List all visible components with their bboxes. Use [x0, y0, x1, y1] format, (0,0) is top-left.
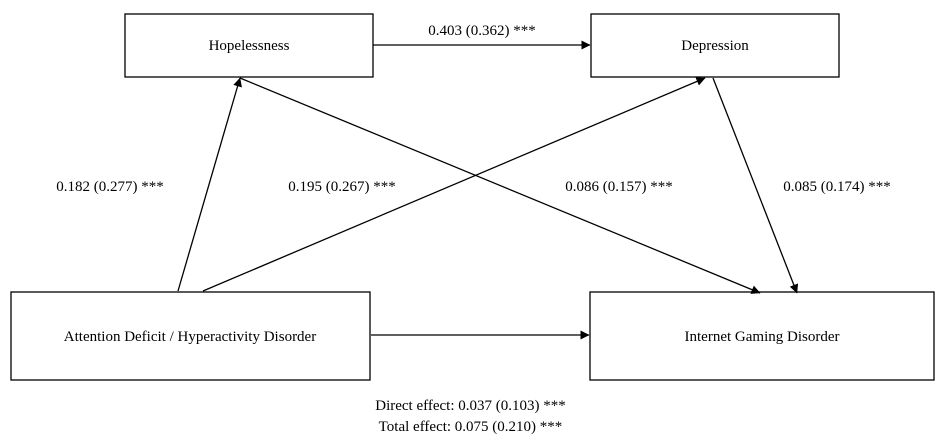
- node-hopelessness: Hopelessness: [124, 13, 374, 78]
- node-igd-label: Internet Gaming Disorder: [685, 329, 840, 345]
- arrow-depression-to-igd: [712, 77, 799, 294]
- arrow-adhd-to-depression: [202, 77, 706, 292]
- label-hopelessness-to-igd: 0.086 (0.157) ***: [565, 179, 673, 195]
- node-adhd-label: Attention Deficit / Hyperactivity Disord…: [64, 329, 316, 345]
- node-depression: Depression: [590, 13, 840, 78]
- node-adhd: Attention Deficit / Hyperactivity Disord…: [10, 291, 371, 381]
- label-hopelessness-to-depression: 0.403 (0.362) ***: [428, 23, 536, 39]
- arrow-hopelessness-to-igd: [239, 77, 761, 294]
- direct-effect-text: Direct effect: 0.037 (0.103) ***: [375, 398, 566, 414]
- node-hopelessness-label: Hopelessness: [209, 38, 290, 54]
- node-igd: Internet Gaming Disorder: [589, 291, 935, 381]
- label-adhd-to-depression: 0.195 (0.267) ***: [288, 179, 396, 195]
- label-adhd-to-hopelessness: 0.182 (0.277) ***: [56, 179, 164, 195]
- total-effect-text: Total effect: 0.075 (0.210) ***: [378, 419, 563, 435]
- node-depression-label: Depression: [681, 38, 749, 54]
- arrow-adhd-to-hopelessness: [177, 77, 242, 292]
- label-depression-to-igd: 0.085 (0.174) ***: [783, 179, 891, 195]
